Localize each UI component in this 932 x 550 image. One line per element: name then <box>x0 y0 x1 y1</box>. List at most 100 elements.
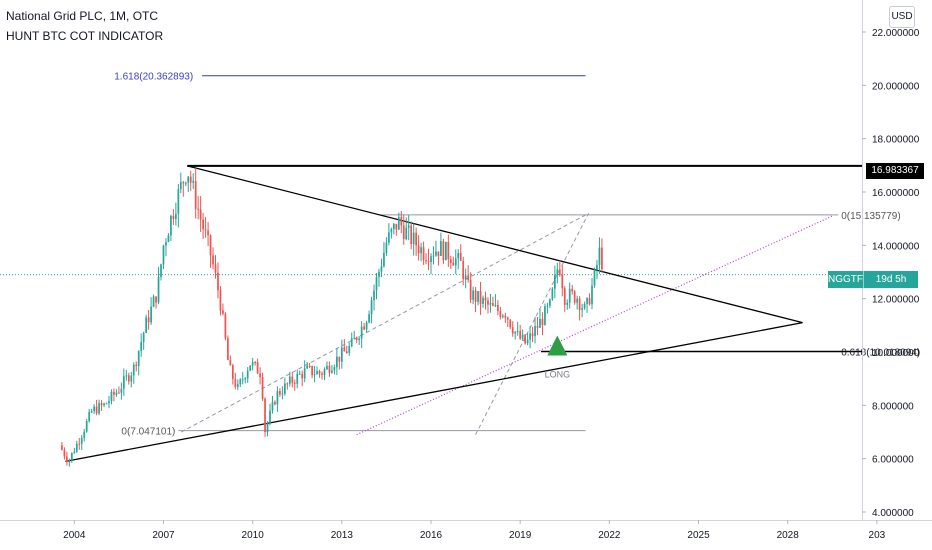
candle-body <box>276 391 279 405</box>
candle-body <box>333 367 336 371</box>
candle-body <box>415 232 418 246</box>
candle-body <box>130 375 133 382</box>
candle-body <box>343 347 346 352</box>
candle-body <box>283 383 286 394</box>
candle-body <box>313 374 316 376</box>
candle-body <box>184 182 187 184</box>
candle-body <box>583 303 586 309</box>
candle-body <box>204 229 207 231</box>
candle-body <box>383 252 385 267</box>
candle-body <box>152 296 155 307</box>
candle-body <box>167 235 170 243</box>
candle-body <box>593 269 596 286</box>
candle-body <box>556 269 559 276</box>
candle-body <box>241 379 244 381</box>
candle-body <box>279 391 281 395</box>
candle-body <box>444 241 447 261</box>
candle-body <box>425 259 427 262</box>
candle-body <box>365 322 368 330</box>
candle-body <box>576 298 579 303</box>
candle-body <box>298 373 301 375</box>
candle-body <box>127 375 130 382</box>
candle-body <box>432 255 435 257</box>
candle-body <box>261 377 264 399</box>
candle-body <box>318 371 321 374</box>
indicator-label[interactable]: HUNT BTC COT INDICATOR <box>6 29 164 43</box>
candle-body <box>331 370 333 373</box>
candle-body <box>323 369 326 376</box>
candle-body <box>524 334 526 344</box>
candle-body <box>541 318 544 326</box>
candle-body <box>519 331 522 339</box>
candle-body <box>482 297 484 304</box>
candle-body <box>573 291 576 303</box>
candle-body <box>254 361 256 363</box>
candle-body <box>353 337 356 339</box>
candle-body <box>350 338 353 347</box>
candle-body <box>316 371 318 375</box>
candle-body <box>536 326 539 328</box>
candle-body <box>345 351 348 354</box>
candle-body <box>157 277 160 303</box>
candle-body <box>182 182 185 184</box>
candle-body <box>162 245 165 265</box>
candle-body <box>293 382 296 384</box>
candle-body <box>63 449 66 457</box>
dashed-diagonal-1 <box>181 212 589 433</box>
candle-body <box>85 421 88 432</box>
candle-body <box>546 305 549 307</box>
candle-body <box>378 271 380 278</box>
candle-body <box>348 346 351 354</box>
candle-body <box>457 252 460 259</box>
currency-button[interactable]: USD <box>889 6 915 28</box>
candle-body <box>422 247 425 260</box>
candles <box>61 167 603 467</box>
y-tick-label: 4.000000 <box>872 508 914 519</box>
y-tick-label: 20.000000 <box>872 81 920 92</box>
candle-body <box>140 342 143 352</box>
candle-body <box>464 275 467 280</box>
candle-body <box>75 443 78 452</box>
candle-body <box>286 383 289 385</box>
candle-body <box>165 242 167 246</box>
candle-body <box>321 373 323 376</box>
candle-body <box>509 319 512 328</box>
candle-body <box>363 326 365 330</box>
candle-body <box>83 431 86 438</box>
candle-body <box>259 373 261 378</box>
candle-body <box>296 373 299 384</box>
candle-body <box>236 384 239 387</box>
x-tick-label: 2016 <box>420 530 443 541</box>
candle-body <box>311 366 313 376</box>
candle-body <box>108 401 110 404</box>
candle-body <box>586 298 588 304</box>
candle-body <box>499 310 502 317</box>
y-tick-label: 14.000000 <box>872 241 920 252</box>
candle-body <box>66 456 68 463</box>
candle-body <box>274 401 276 405</box>
candle-body <box>234 378 237 387</box>
candle-body <box>571 288 574 292</box>
candle-body <box>368 314 370 323</box>
candle-body <box>93 406 95 412</box>
candle-body <box>494 304 497 306</box>
candle-body <box>113 391 115 395</box>
candle-body <box>199 209 202 220</box>
candle-body <box>596 264 598 270</box>
candle-body <box>224 313 227 339</box>
x-tick-label: 2025 <box>687 530 710 541</box>
candle-body <box>239 379 242 385</box>
candle-body <box>601 247 603 270</box>
candle-body <box>400 217 403 226</box>
candle-body <box>61 445 63 450</box>
candle-body <box>187 176 190 183</box>
fib-level-1618-label: 1.618(20.362893) <box>114 72 193 83</box>
chart-labels: 1.618(20.362893) 0(15.135779) 0(7.047101) 0… <box>114 72 920 438</box>
candle-body <box>197 208 200 210</box>
candle-body <box>435 251 437 256</box>
candle-body <box>479 291 482 304</box>
long-signal-arrow <box>547 335 568 356</box>
y-tick-label: 8.000000 <box>872 401 914 412</box>
candle-body <box>264 398 266 433</box>
